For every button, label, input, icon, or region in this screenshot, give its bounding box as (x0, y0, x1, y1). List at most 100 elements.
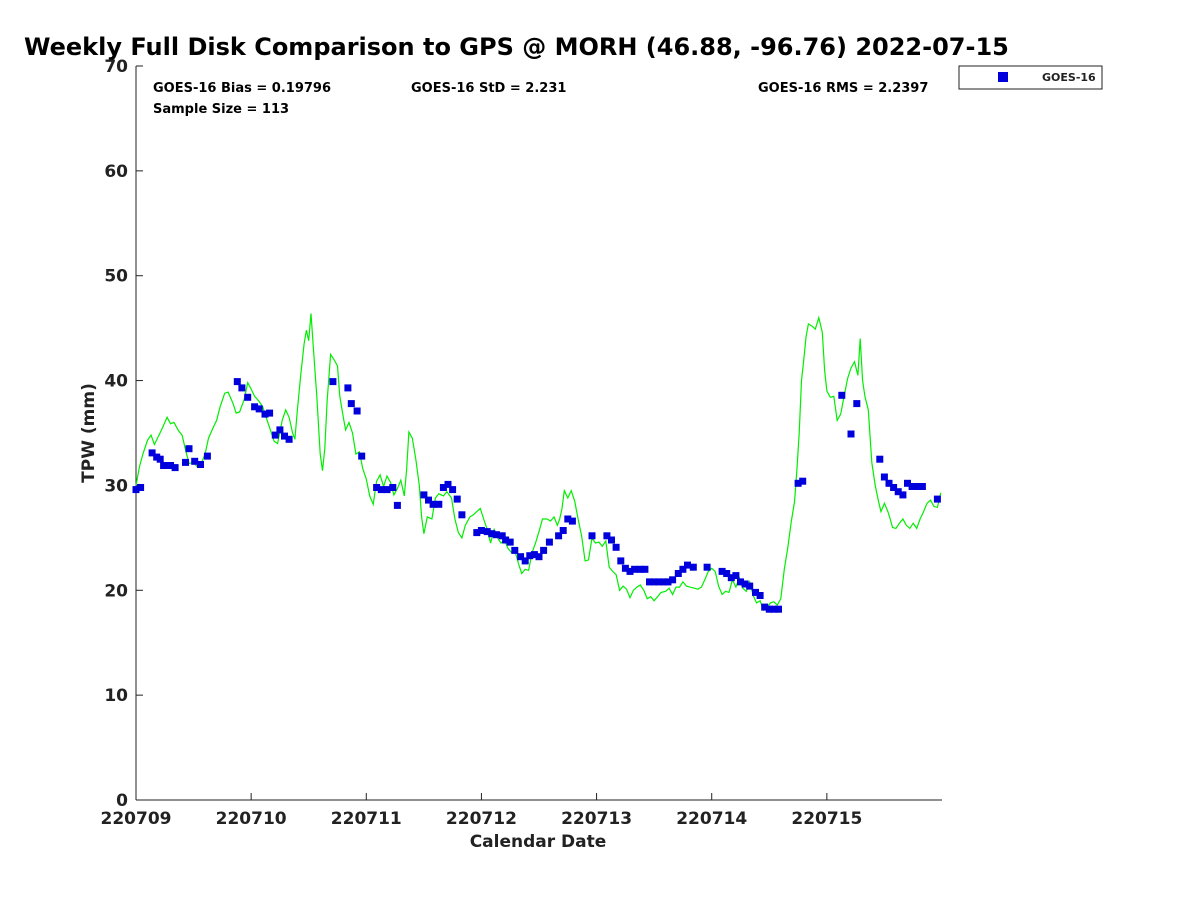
data-point (329, 378, 337, 386)
data-point (191, 457, 199, 465)
data-point (137, 484, 145, 491)
data-point (885, 479, 893, 487)
data-point (197, 461, 204, 468)
data-point (511, 546, 519, 554)
data-point (564, 515, 572, 523)
data-point (353, 407, 361, 415)
data-point (373, 484, 381, 491)
data-point (492, 531, 500, 539)
data-point (238, 384, 246, 392)
data-point (453, 495, 461, 503)
data-point (160, 462, 168, 469)
data-point (608, 536, 615, 544)
data-point (684, 561, 691, 569)
stat-rms: GOES-16 RMS = 2.2397 (758, 81, 928, 96)
data-point (664, 578, 672, 586)
stat-std: GOES-16 StD = 2.231 (411, 81, 566, 96)
y-tick-label: 50 (104, 267, 128, 287)
legend-label: GOES-16 (1042, 71, 1096, 84)
y-ticks: 0 10 20 30 40 50 60 70 (104, 57, 143, 811)
data-point (718, 567, 726, 575)
y-tick-label: 40 (104, 372, 128, 392)
data-point (502, 536, 510, 544)
data-point (603, 532, 611, 540)
data-point (689, 563, 697, 571)
data-point (506, 538, 514, 546)
y-tick-label: 10 (104, 686, 128, 706)
data-point (752, 588, 759, 596)
y-tick-label: 30 (104, 476, 128, 496)
data-point (737, 578, 744, 586)
data-point (847, 430, 855, 438)
legend-marker (998, 72, 1008, 82)
x-tick-label: 220710 (216, 809, 287, 829)
data-point (517, 553, 525, 561)
data-point (904, 479, 911, 487)
data-point (617, 557, 625, 565)
data-point (746, 582, 754, 590)
data-point (526, 552, 534, 560)
data-point (540, 546, 548, 554)
data-point (703, 563, 711, 571)
plot-area (135, 66, 942, 801)
data-point (568, 517, 576, 525)
data-point (588, 532, 596, 540)
data-point (890, 484, 898, 491)
x-tick-label: 220712 (446, 809, 517, 829)
data-point (756, 592, 764, 599)
data-point (185, 445, 193, 453)
data-point (435, 500, 443, 508)
data-point (799, 477, 807, 485)
data-point (770, 605, 778, 613)
data-point (420, 491, 428, 499)
data-point (389, 484, 397, 491)
data-point (347, 400, 355, 408)
x-ticks: 220709 220710 220711 220712 220713 220714 2207… (101, 793, 862, 829)
x-tick-label: 220709 (101, 809, 172, 829)
data-point (182, 458, 189, 466)
data-point (477, 527, 485, 534)
y-tick-label: 70 (104, 57, 128, 77)
data-point (880, 473, 888, 481)
y-tick-label: 0 (116, 791, 128, 811)
y-tick-label: 60 (104, 162, 128, 182)
data-point (358, 452, 366, 460)
data-point (167, 462, 174, 469)
data-point (483, 528, 491, 536)
data-point (908, 483, 916, 490)
stat-bias: GOES-16 Bias = 0.19796 (153, 81, 331, 96)
data-point (775, 605, 782, 613)
data-point (659, 578, 667, 586)
data-point (723, 570, 731, 577)
legend-box (958, 65, 1103, 90)
data-point (641, 565, 649, 573)
data-point (555, 532, 563, 540)
data-point (276, 426, 284, 434)
data-point (521, 557, 529, 565)
data-point (449, 486, 457, 494)
data-point (156, 455, 164, 463)
data-point (559, 527, 567, 534)
data-point (148, 449, 156, 457)
data-point (233, 378, 241, 386)
data-point (727, 574, 735, 582)
x-tick-label: 220714 (676, 809, 747, 829)
data-point (655, 578, 663, 586)
data-point (626, 567, 634, 575)
data-point (383, 486, 391, 494)
data-point (765, 605, 773, 613)
data-point (132, 486, 140, 494)
data-point (255, 405, 263, 413)
data-point (933, 495, 941, 503)
data-point (488, 530, 496, 538)
data-point (473, 529, 481, 537)
data-point (761, 603, 769, 611)
data-point (203, 452, 211, 460)
data-point (631, 565, 639, 573)
stat-sample-size: Sample Size = 113 (153, 102, 289, 117)
x-tick-label: 220715 (791, 809, 862, 829)
data-point (530, 551, 538, 559)
data-point (251, 403, 259, 411)
data-point (285, 435, 293, 443)
